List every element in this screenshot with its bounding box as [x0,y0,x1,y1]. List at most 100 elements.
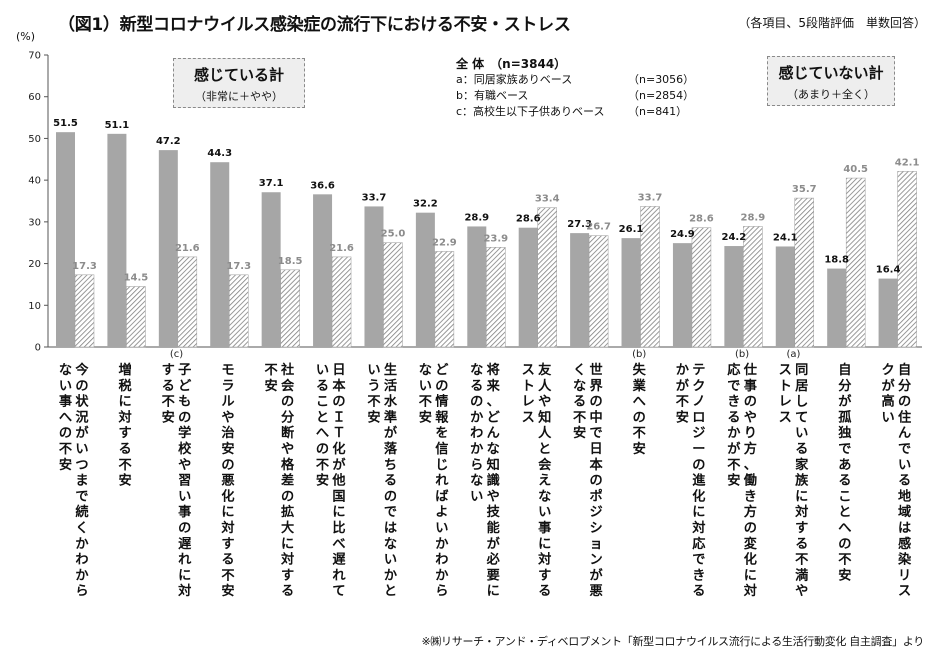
legend-header: 全 体 （n=3844） [456,57,567,71]
category-label-char: 族 [795,472,809,489]
value-label-not-felt: 25.0 [381,229,406,240]
bar-not-felt [486,247,506,348]
category-label-char: 悪 [221,473,234,489]
bar-not-felt [434,251,455,348]
category-label-char: に [487,584,500,599]
value-label-felt: 24.9 [670,229,695,240]
category-label-char: 信 [435,440,448,457]
category-label-char: わ [470,425,483,441]
category-label-char: 不 [221,567,235,583]
category-label-char: ど [487,409,501,425]
category-label-char: 不 [162,394,176,410]
category-label-char: 孤 [838,408,852,425]
bar-felt [570,233,590,347]
category-label-char: べ [332,537,345,552]
category-label-char: 安 [221,440,234,457]
category-label-char: 会 [538,456,552,473]
category-label-char: 悪 [589,583,602,599]
category-label-char: い [316,363,329,378]
value-label-felt: 51.5 [53,118,78,129]
category-label-char: 大 [281,519,295,536]
category-label-char: ジ [589,505,602,520]
category-label-char: て [332,584,345,599]
legend-item-c: c：高校生以下子供ありベース （n=841） [456,104,694,120]
category-label-char: る [795,442,808,457]
category-label-char: ロ [692,410,705,425]
category-label-char: 状 [75,393,89,410]
category-label-char: に [178,568,191,583]
bar-felt [775,246,795,347]
callout-not-felt: 感じていない計 （あまり＋全く） [767,56,895,106]
category-label-char: 社 [280,361,294,378]
category-label-char: る [898,474,911,489]
category-label-char: の [178,521,191,536]
legend-item-a-n: （n=3056） [628,73,695,86]
y-tick-label: 50 [28,134,41,145]
category-label-char: 化 [221,487,234,504]
category-label-char: す [221,536,234,552]
category-label-char: は [384,520,397,536]
category-label-char: す [119,425,132,441]
value-label-felt: 32.2 [413,199,438,210]
y-tick-label: 10 [28,301,41,312]
category-label-char: 要 [487,567,500,583]
category-label-char: か [384,567,398,583]
category-label-char: の [744,395,757,410]
category-label-char: 対 [178,582,191,599]
category-label-char: で [75,489,88,504]
category-label-char: す [795,520,808,536]
category-label-char: へ [838,521,851,536]
category-label-char: な [573,378,586,394]
category-label-char: の [281,395,294,410]
category-label-char: の [281,489,294,504]
category-label-char: と [538,441,551,457]
legend-item-a-label: a：同居家族ありベース [456,73,573,86]
category-label-char: い [367,363,380,378]
category-label-char: 応 [727,361,741,378]
category-label-char: で [692,553,705,568]
category-label-char: ん [487,425,500,441]
category-base-marker: (c) [170,349,183,360]
category-label-char: り [744,425,757,441]
category-label-char: や [221,409,234,425]
bar-not-felt [588,235,609,348]
category-label-char: で [384,505,397,520]
value-label-felt: 47.2 [156,136,181,147]
value-label-not-felt: 23.9 [483,233,508,244]
value-label-not-felt: 14.5 [124,273,149,284]
category-label-char: 本 [589,456,603,473]
bar-felt [621,238,641,347]
category-label-char: ら [75,583,88,599]
category-label-char: リ [898,568,911,583]
category-label-char: い [538,505,551,520]
category-label-char: 増 [119,361,132,378]
bar-felt [827,268,847,347]
category-label-char: な [538,488,551,504]
category-label-char: レ [522,395,535,410]
bar-felt [878,278,898,347]
category-label-char: 対 [744,582,757,599]
category-label-char: な [59,362,72,378]
value-label-felt: 26.1 [619,224,644,235]
category-label-char: い [178,489,191,504]
category-label-char: 続 [75,503,89,520]
category-label-char: る [573,395,586,410]
chart-note: （各項目、5段階評価 単数回答） [738,16,926,30]
category-label-char: る [795,537,808,552]
category-label-char: 安 [727,472,740,489]
bar-not-felt [691,227,712,348]
category-label-char: 活 [384,377,397,394]
category-label-char: の [898,395,911,410]
category-label-char: 校 [178,440,192,457]
category-label-char: こ [316,395,329,410]
category-label-char: 方 [744,440,757,457]
category-label-char: の [316,442,329,457]
category-label-char: の [838,537,851,552]
